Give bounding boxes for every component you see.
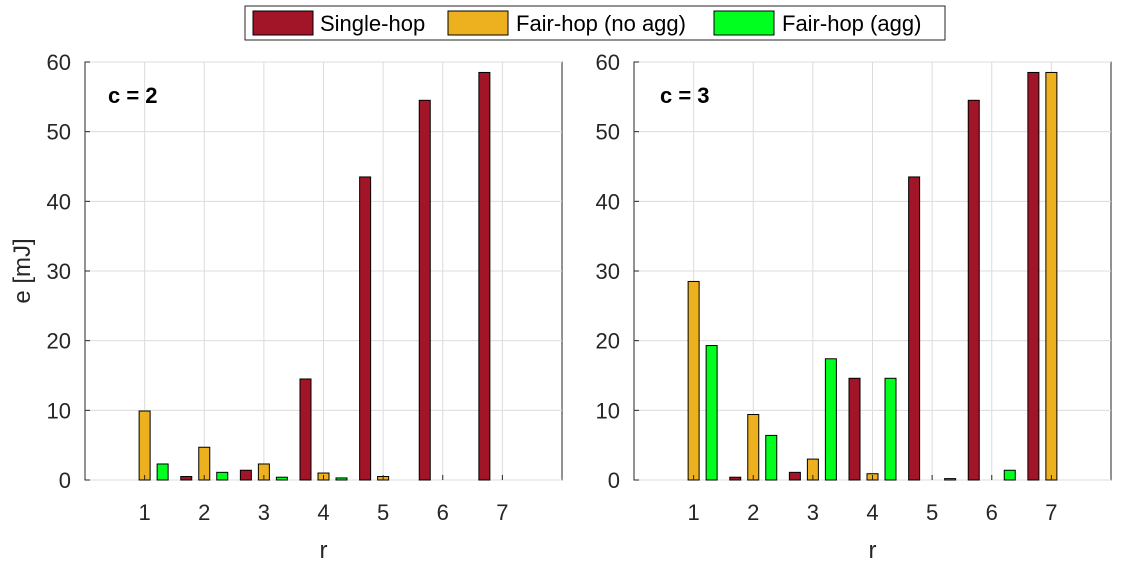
chart-panel-c3: 0 10 20 30 40 50 60 1 2 3 4 5 6 7 c = 3 r — [596, 50, 1112, 564]
x-axis-label: r — [320, 537, 328, 564]
bar-group — [687, 71, 1058, 481]
legend-label-fair-hop-agg: Fair-hop (agg) — [782, 11, 921, 36]
x-tick-label: 4 — [317, 500, 329, 525]
bar-fair-hop-agg-r3 — [824, 358, 837, 481]
bar-single-hop-r6 — [418, 99, 431, 481]
x-tick-label: 7 — [496, 500, 508, 525]
bar-single-hop-r5 — [908, 176, 921, 481]
legend-label-single-hop: Single-hop — [320, 11, 425, 36]
x-tick-label: 2 — [198, 500, 210, 525]
bar-fair-hop-no-agg-r7 — [1045, 71, 1058, 481]
legend: Single-hop Fair-hop (no agg) Fair-hop (a… — [244, 5, 946, 41]
bar-single-hop-r5 — [359, 176, 372, 481]
bar-fair-hop-agg-r4 — [884, 377, 897, 481]
bar-single-hop-r3 — [788, 471, 801, 481]
y-axis-ticks: 0 10 20 30 40 50 60 — [596, 50, 639, 493]
bar-single-hop-r7 — [478, 71, 491, 481]
bar-single-hop-r6 — [967, 99, 980, 481]
y-tick-label: 20 — [47, 329, 71, 354]
x-tick-label: 3 — [258, 500, 270, 525]
bar-single-hop-r4 — [848, 377, 861, 481]
bar-fair-hop-no-agg-r1 — [687, 280, 700, 481]
x-tick-label: 3 — [807, 500, 819, 525]
panel-annotation: c = 2 — [108, 83, 158, 108]
x-tick-label: 7 — [1045, 500, 1057, 525]
panel-annotation: c = 3 — [660, 83, 710, 108]
x-tick-label: 5 — [377, 500, 389, 525]
x-tick-label: 6 — [986, 500, 998, 525]
x-tick-label: 4 — [866, 500, 878, 525]
bar-single-hop-r4 — [299, 378, 312, 481]
bar-fair-hop-agg-r5 — [944, 478, 957, 481]
y-tick-label: 20 — [596, 329, 620, 354]
x-tick-label: 1 — [688, 500, 700, 525]
x-tick-label: 2 — [747, 500, 759, 525]
bar-single-hop-r2 — [729, 476, 742, 481]
bar-fair-hop-agg-r2 — [765, 434, 778, 481]
bar-fair-hop-agg-r4 — [335, 477, 348, 481]
x-tick-label: 5 — [926, 500, 938, 525]
x-axis-ticks: 1 2 3 4 5 6 7 — [688, 475, 1058, 525]
y-tick-label: 60 — [47, 50, 71, 75]
y-tick-label: 30 — [596, 259, 620, 284]
y-tick-label: 30 — [47, 259, 71, 284]
legend-label-fair-hop-no-agg: Fair-hop (no agg) — [516, 11, 686, 36]
bar-fair-hop-no-agg-r1 — [138, 410, 151, 481]
y-tick-label: 50 — [596, 120, 620, 145]
y-tick-label: 0 — [59, 468, 71, 493]
bar-fair-hop-agg-r1 — [705, 345, 718, 481]
y-tick-label: 60 — [596, 50, 620, 75]
bar-single-hop-r7 — [1027, 71, 1040, 481]
bar-fair-hop-agg-r1 — [156, 463, 169, 481]
x-axis-ticks: 1 2 3 4 5 6 7 — [139, 475, 509, 525]
y-tick-label: 10 — [47, 398, 71, 423]
y-axis-ticks: 0 10 20 30 40 50 60 — [47, 50, 90, 493]
bar-single-hop-r3 — [239, 469, 252, 481]
x-axis-label: r — [869, 537, 877, 564]
y-tick-label: 0 — [608, 468, 620, 493]
y-tick-label: 40 — [596, 189, 620, 214]
x-tick-label: 1 — [139, 500, 151, 525]
bar-fair-hop-agg-r6 — [1003, 469, 1016, 481]
bar-fair-hop-no-agg-r2 — [747, 414, 760, 481]
bar-fair-hop-agg-r3 — [275, 476, 288, 481]
legend-swatch-fair-hop-agg — [713, 10, 775, 36]
x-tick-label: 6 — [437, 500, 449, 525]
legend-swatch-single-hop — [252, 10, 314, 36]
legend-box — [244, 5, 946, 41]
chart-panel-c2: 0 10 20 30 40 50 60 1 2 3 4 5 6 7 c = 2 r e [mJ] — [9, 50, 563, 564]
y-tick-label: 10 — [596, 398, 620, 423]
y-axis-label: e [mJ] — [9, 238, 36, 303]
bar-single-hop-r2 — [180, 476, 193, 481]
y-tick-label: 50 — [47, 120, 71, 145]
y-tick-label: 40 — [47, 189, 71, 214]
legend-swatch-fair-hop-no-agg — [447, 10, 509, 36]
bar-fair-hop-agg-r2 — [216, 471, 229, 481]
